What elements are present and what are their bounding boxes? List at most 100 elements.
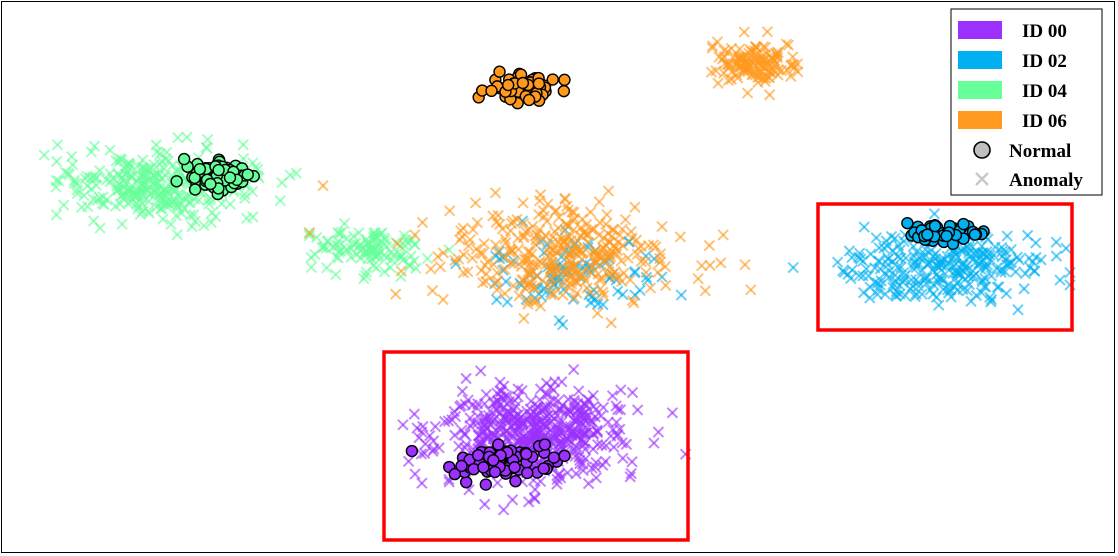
legend-label-normal: Normal <box>1009 141 1071 162</box>
anomaly-point-id-02 <box>640 271 653 283</box>
anomaly-point-id-06 <box>766 52 778 64</box>
anomaly-point-id-06 <box>530 229 543 241</box>
legend-anomaly-marker <box>975 172 989 186</box>
normal-point-id-04 <box>193 162 207 176</box>
anomaly-point-id-06 <box>389 288 402 300</box>
normal-point-id-04 <box>177 152 191 166</box>
anomaly-point-id-00 <box>553 468 566 480</box>
anomaly-point-id-04 <box>310 231 323 244</box>
anomaly-point-id-04 <box>113 179 126 191</box>
anomaly-point-id-06 <box>552 222 564 234</box>
anomaly-point-id-06 <box>561 200 573 212</box>
normal-point-id-00 <box>487 454 500 467</box>
anomaly-point-id-04 <box>104 144 116 156</box>
anomaly-point-id-00 <box>586 462 598 474</box>
anomaly-point-id-00 <box>570 430 582 442</box>
anomaly-point-id-06 <box>716 53 729 65</box>
anomaly-point-id-00 <box>578 427 590 439</box>
anomaly-point-id-04 <box>309 248 321 261</box>
anomaly-point-id-04 <box>410 262 422 275</box>
anomaly-point-id-02 <box>910 261 922 274</box>
anomaly-point-id-04 <box>378 232 390 244</box>
anomaly-point-id-06 <box>504 225 517 237</box>
anomaly-point-id-00 <box>577 418 589 430</box>
anomaly-point-id-06 <box>534 255 546 268</box>
anomaly-point-id-02 <box>934 272 947 284</box>
anomaly-point-id-04 <box>364 242 377 255</box>
anomaly-point-id-06 <box>462 240 475 252</box>
anomaly-point-id-00 <box>541 401 553 414</box>
anomaly-point-id-00 <box>517 431 530 443</box>
anomaly-point-id-02 <box>895 261 907 273</box>
anomaly-point-id-02 <box>981 245 993 258</box>
anomaly-point-id-02 <box>617 288 629 301</box>
anomaly-point-id-02 <box>885 230 898 243</box>
anomaly-point-id-00 <box>560 419 572 432</box>
anomaly-point-id-06 <box>491 246 504 259</box>
anomaly-point-id-06 <box>527 295 540 308</box>
anomaly-point-id-04 <box>408 238 421 251</box>
anomaly-point-id-02 <box>1060 242 1072 255</box>
anomaly-point-id-04 <box>421 252 434 265</box>
anomaly-point-id-00 <box>566 429 578 441</box>
anomaly-point-id-06 <box>489 187 502 199</box>
normal-point-id-00 <box>459 475 473 489</box>
anomaly-point-id-00 <box>460 372 472 385</box>
anomaly-point-id-06 <box>600 218 612 231</box>
legend-label-anomaly: Anomaly <box>1009 170 1083 191</box>
anomaly-point-id-06 <box>635 255 647 268</box>
anomaly-point-id-06 <box>756 59 768 72</box>
anomaly-point-id-02 <box>909 290 921 303</box>
anomaly-point-id-06 <box>457 266 470 279</box>
normal-point-id-00 <box>471 449 485 462</box>
anomaly-point-id-06 <box>750 41 763 54</box>
anomaly-point-id-06 <box>565 278 578 290</box>
anomaly-point-id-04 <box>247 157 259 169</box>
anomaly-point-id-02 <box>961 284 974 297</box>
anomaly-point-id-02 <box>831 256 844 268</box>
anomaly-point-id-02 <box>675 289 688 301</box>
anomaly-point-id-00 <box>522 496 535 508</box>
normal-point-id-00 <box>492 438 505 451</box>
anomaly-point-id-06 <box>516 255 529 267</box>
anomaly-point-id-04 <box>85 146 98 158</box>
anomaly-point-id-06 <box>715 257 727 269</box>
anomaly-point-id-00 <box>529 493 541 505</box>
anomaly-point-id-02 <box>918 248 931 261</box>
anomaly-point-id-06 <box>718 67 730 79</box>
anomaly-point-id-00 <box>552 395 564 407</box>
legend-swatch-id-06 <box>958 111 1002 129</box>
anomaly-point-id-06 <box>453 234 466 246</box>
legend-normal-marker <box>973 141 991 159</box>
anomaly-point-id-00 <box>408 408 421 420</box>
anomaly-point-id-02 <box>1024 261 1036 274</box>
anomaly-point-id-06 <box>574 268 587 281</box>
anomaly-point-id-06 <box>705 66 718 78</box>
anomaly-point-id-06 <box>603 269 615 281</box>
anomaly-point-id-06 <box>566 274 578 287</box>
anomaly-point-id-06 <box>659 279 672 292</box>
anomaly-point-id-00 <box>610 416 623 429</box>
anomaly-point-id-00 <box>551 478 563 490</box>
anomaly-point-id-00 <box>496 402 508 415</box>
anomaly-point-id-02 <box>907 240 920 253</box>
anomaly-point-id-02 <box>941 283 954 296</box>
legend-label-id-00: ID 00 <box>1022 21 1067 42</box>
normal-point-id-00 <box>558 449 571 463</box>
anomaly-point-id-06 <box>499 233 511 245</box>
anomaly-point-id-02 <box>787 261 799 274</box>
anomaly-point-id-06 <box>416 216 429 229</box>
anomaly-point-id-06 <box>603 266 615 278</box>
anomaly-point-id-04 <box>152 178 164 190</box>
anomaly-point-id-06 <box>706 40 719 52</box>
anomaly-point-id-04 <box>205 216 218 229</box>
anomaly-point-id-02 <box>553 314 565 327</box>
anomaly-point-id-02 <box>907 262 919 274</box>
anomaly-point-id-06 <box>722 74 734 87</box>
anomaly-point-id-06 <box>749 68 762 81</box>
anomaly-point-id-00 <box>652 426 665 438</box>
anomaly-point-id-06 <box>432 250 444 263</box>
anomaly-point-id-04 <box>119 163 131 175</box>
anomaly-point-id-00 <box>574 454 586 466</box>
anomaly-point-id-06 <box>571 287 583 299</box>
